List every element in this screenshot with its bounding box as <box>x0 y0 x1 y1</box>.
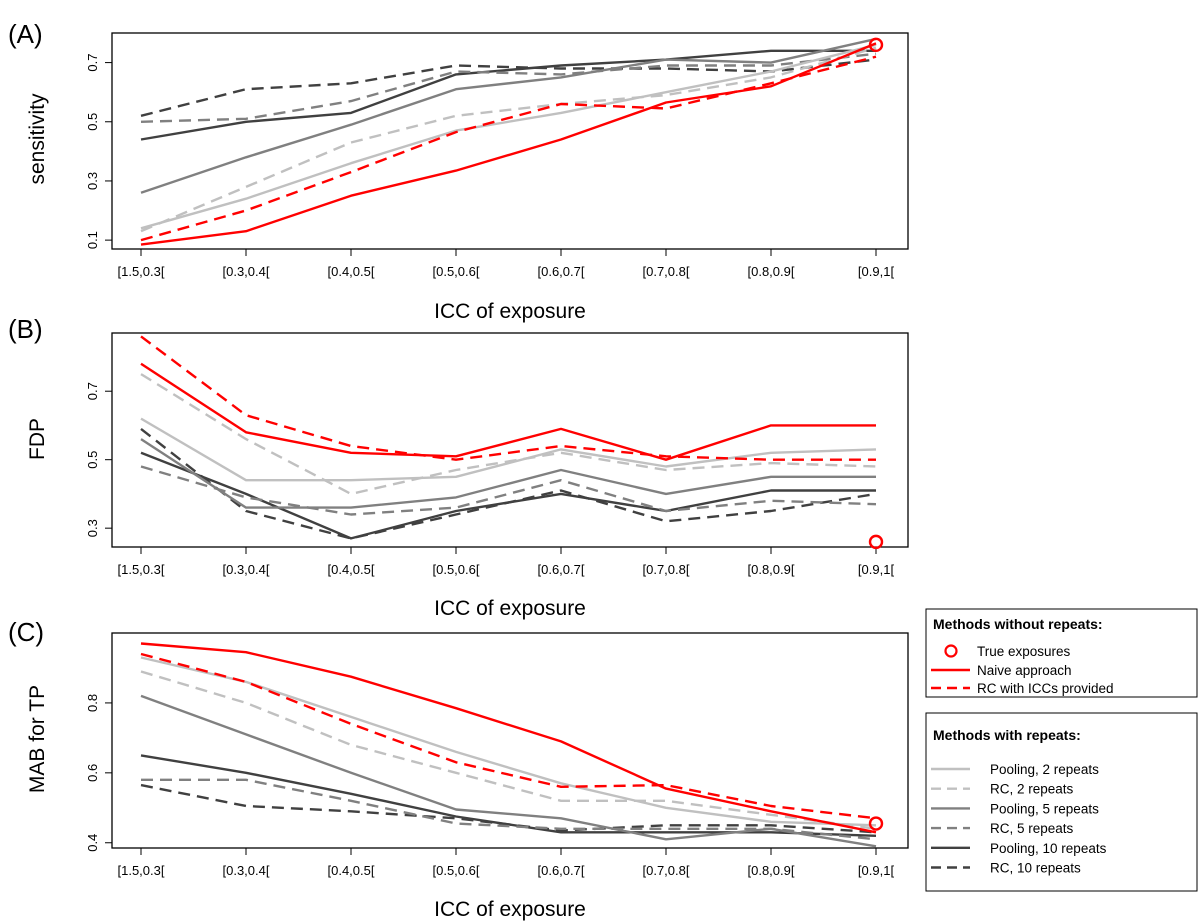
x-tick-label-b-4: [0.6,0.7[ <box>538 562 585 577</box>
series-line-a-naive-approach <box>140 42 877 246</box>
true-exposure-marker-c <box>868 816 884 831</box>
series-line-b-rc-with-iccs-provided <box>140 335 876 461</box>
x-axis-label-b: ICC of exposure <box>434 597 586 620</box>
y-tick-label-a-0: 0.1 <box>85 231 100 249</box>
x-tick-label-a-7: [0.9,1[ <box>858 264 895 279</box>
x-tick-label-a-6: [0.8,0.9[ <box>748 264 795 279</box>
legend-item-naive-approach: Naive approach <box>977 663 1072 678</box>
x-tick-label-c-2: [0.4,0.5[ <box>328 863 375 878</box>
y-tick-label-b-2: 0.7 <box>85 382 100 400</box>
x-tick-label-a-4: [0.6,0.7[ <box>538 264 585 279</box>
legend-box-without-repeats <box>925 608 1198 698</box>
x-tick-label-c-3: [0.5,0.6[ <box>433 863 480 878</box>
legend-item-rc-iccs: RC with ICCs provided <box>977 681 1114 696</box>
panel-b-plot: [1.5,0.3[ [0.3,0.4[ [0.4,0.5[ [0.5,0.6[ [0.6… <box>85 335 895 577</box>
y-tick-label-b-0: 0.3 <box>85 519 100 537</box>
series-line-a-pooling-2-repeats <box>140 43 877 230</box>
legend-item-rc-10-repeats: RC, 10 repeats <box>990 861 1081 876</box>
legend-box-with-repeats <box>925 712 1198 892</box>
legend-true-exposures-marker <box>944 644 958 658</box>
y-tick-label-c-0: 0.4 <box>85 834 100 852</box>
series-line-a-rc-2-repeats <box>140 46 877 233</box>
legend-without-repeats: Methods without repeats: True exposures … <box>925 608 1198 698</box>
x-tick-label-b-6: [0.8,0.9[ <box>748 562 795 577</box>
y-tick-label-b-1: 0.5 <box>85 451 100 469</box>
series-line-b-naive-approach <box>140 362 876 461</box>
x-tick-label-a-0: [1.5,0.3[ <box>118 264 165 279</box>
panel-label-c: (C) <box>8 617 44 647</box>
x-tick-label-c-6: [0.8,0.9[ <box>748 863 795 878</box>
x-tick-label-b-2: [0.4,0.5[ <box>328 562 375 577</box>
x-axis-label-c: ICC of exposure <box>434 898 586 921</box>
panel-c-plot: [1.5,0.3[ [0.3,0.4[ [0.4,0.5[ [0.5,0.6[ [0.6… <box>85 642 895 878</box>
series-line-b-pooling-5-repeats <box>140 438 876 509</box>
series-line-c-pooling-5-repeats <box>140 694 877 848</box>
series-line-b-pooling-2-repeats <box>140 417 877 482</box>
x-tick-label-b-5: [0.7,0.8[ <box>643 562 690 577</box>
x-tick-label-c-5: [0.7,0.8[ <box>643 863 690 878</box>
x-tick-label-c-4: [0.6,0.7[ <box>538 863 585 878</box>
x-tick-label-b-3: [0.5,0.6[ <box>433 562 480 577</box>
series-line-c-rc-2-repeats <box>140 670 877 830</box>
y-tick-label-a-3: 0.7 <box>85 54 100 72</box>
legend-title-without-repeats: Methods without repeats: <box>933 616 1103 632</box>
x-tick-label-b-0: [1.5,0.3[ <box>118 562 165 577</box>
series-line-c-naive-approach <box>140 642 877 834</box>
plot-frame-a <box>111 32 909 250</box>
x-tick-label-c-1: [0.3,0.4[ <box>223 863 270 878</box>
x-tick-label-b-7: [0.9,1[ <box>858 562 895 577</box>
true-exposure-marker-a <box>868 37 884 53</box>
plot-frame-b <box>111 332 909 548</box>
x-tick-label-a-1: [0.3,0.4[ <box>223 264 270 279</box>
y-axis-label-c: MAB for TP <box>26 685 49 793</box>
y-axis-label-b: FDP <box>26 418 49 460</box>
legend-item-pooling-10-repeats: Pooling, 10 repeats <box>990 841 1107 856</box>
x-tick-label-c-0: [1.5,0.3[ <box>118 863 165 878</box>
legend-item-pooling-5-repeats: Pooling, 5 repeats <box>990 801 1099 816</box>
series-line-b-pooling-10-repeats <box>140 451 876 540</box>
y-tick-label-c-1: 0.6 <box>85 764 100 782</box>
y-tick-label-a-2: 0.5 <box>85 113 100 131</box>
x-tick-label-c-7: [0.9,1[ <box>858 863 895 878</box>
legend-with-repeats: Methods with repeats: Pooling, 2 repeats… <box>925 712 1198 892</box>
legend-item-pooling-2-repeats: Pooling, 2 repeats <box>990 762 1099 777</box>
x-tick-label-b-1: [0.3,0.4[ <box>223 562 270 577</box>
series-line-c-pooling-2-repeats <box>140 656 877 827</box>
series-line-b-rc-2-repeats <box>140 373 877 496</box>
plot-frame-c <box>111 632 909 849</box>
panel-label-a: (A) <box>8 19 43 49</box>
series-line-a-pooling-5-repeats <box>140 37 877 194</box>
series-line-a-rc-10-repeats <box>140 58 877 117</box>
y-axis-label-a: sensitivity <box>26 93 49 185</box>
series-line-c-rc-5-repeats <box>141 778 877 841</box>
y-tick-label-c-2: 0.8 <box>85 694 100 712</box>
series-line-a-pooling-10-repeats <box>140 49 876 141</box>
x-tick-label-a-5: [0.7,0.8[ <box>643 264 690 279</box>
panel-a-plot: [1.5,0.3[ [0.3,0.4[ [0.4,0.5[ [0.5,0.6[ [0.6… <box>85 37 895 279</box>
legend-item-rc-5-repeats: RC, 5 repeats <box>990 821 1074 836</box>
series-line-a-rc-with-iccs-provided <box>140 55 877 242</box>
legend-item-true-exposures: True exposures <box>977 644 1071 659</box>
true-exposure-marker-b <box>868 534 884 550</box>
y-tick-label-a-1: 0.3 <box>85 172 100 190</box>
x-tick-label-a-3: [0.5,0.6[ <box>433 264 480 279</box>
panel-label-b: (B) <box>8 314 43 344</box>
series-line-a-rc-5-repeats <box>140 52 877 123</box>
legend-title-with-repeats: Methods with repeats: <box>933 727 1081 743</box>
legend-item-rc-2-repeats: RC, 2 repeats <box>990 782 1074 797</box>
x-axis-label-a: ICC of exposure <box>434 300 586 323</box>
series-line-c-rc-with-iccs-provided <box>140 652 877 820</box>
x-tick-label-a-2: [0.4,0.5[ <box>328 264 375 279</box>
series-line-c-pooling-10-repeats <box>140 754 877 837</box>
